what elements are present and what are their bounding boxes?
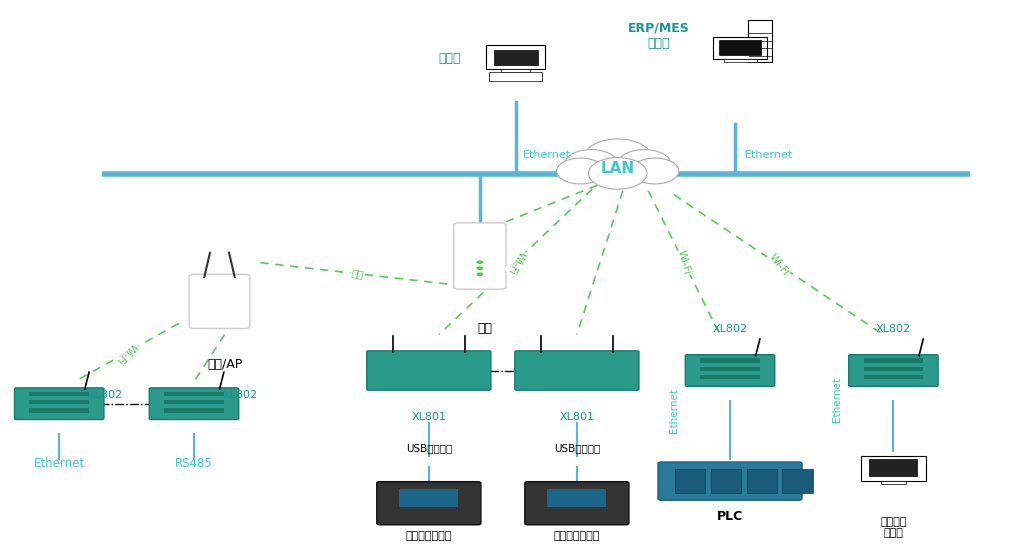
Text: Wi-Fi: Wi-Fi <box>505 248 526 275</box>
FancyBboxPatch shape <box>453 223 506 289</box>
Bar <box>164 408 224 413</box>
Text: 网桥: 网桥 <box>478 322 492 335</box>
Text: LAN: LAN <box>600 161 635 176</box>
Text: USB藤仓协议: USB藤仓协议 <box>405 443 452 453</box>
Text: PLC: PLC <box>717 510 743 523</box>
Bar <box>399 489 458 507</box>
Text: ERP/MES
服务器: ERP/MES 服务器 <box>628 22 689 50</box>
Circle shape <box>477 273 483 276</box>
Circle shape <box>477 267 483 270</box>
FancyBboxPatch shape <box>525 482 629 525</box>
FancyBboxPatch shape <box>367 351 491 390</box>
Bar <box>700 358 760 363</box>
Bar <box>30 408 89 413</box>
Circle shape <box>588 158 647 189</box>
Text: Ethernet: Ethernet <box>832 377 842 422</box>
Text: 桥接: 桥接 <box>350 268 364 280</box>
Text: 腾仓光纤熔接机: 腾仓光纤熔接机 <box>553 531 600 541</box>
Bar <box>861 456 925 481</box>
FancyBboxPatch shape <box>377 482 481 525</box>
Bar <box>714 36 768 59</box>
Bar <box>547 489 606 507</box>
Bar <box>724 59 757 62</box>
FancyBboxPatch shape <box>685 354 775 387</box>
Bar <box>746 469 777 493</box>
Bar <box>869 460 918 476</box>
Bar <box>864 375 923 379</box>
Text: XL801: XL801 <box>560 413 594 422</box>
Circle shape <box>618 150 671 179</box>
Bar <box>501 69 530 72</box>
Text: Ethernet: Ethernet <box>669 388 679 434</box>
Bar <box>864 367 923 371</box>
Text: USB藤仓协议: USB藤仓协议 <box>553 443 600 453</box>
Text: 腾仓光纤熔接机: 腾仓光纤熔接机 <box>405 531 452 541</box>
Text: XL802: XL802 <box>713 324 747 334</box>
Text: XL802: XL802 <box>88 390 123 400</box>
Bar <box>700 367 760 371</box>
FancyBboxPatch shape <box>515 351 639 390</box>
Text: 网桥/AP: 网桥/AP <box>207 358 242 371</box>
Text: Ethernet: Ethernet <box>523 150 571 160</box>
Bar <box>747 20 772 62</box>
FancyBboxPatch shape <box>149 388 239 420</box>
Bar <box>30 400 89 404</box>
Bar <box>489 72 542 81</box>
Bar <box>675 469 706 493</box>
Bar <box>864 358 923 363</box>
Text: XL802: XL802 <box>876 324 911 334</box>
Text: Ethernet: Ethernet <box>745 150 793 160</box>
Text: Wi-Fi: Wi-Fi <box>676 249 692 276</box>
Bar <box>493 50 538 65</box>
Text: Wi-Fi: Wi-Fi <box>114 340 139 365</box>
FancyBboxPatch shape <box>848 354 938 387</box>
Bar <box>30 392 89 396</box>
Bar <box>700 375 760 379</box>
Bar <box>164 392 224 396</box>
Text: 操作站: 操作站 <box>438 51 460 65</box>
Bar <box>782 469 813 493</box>
Bar <box>486 45 545 69</box>
Circle shape <box>584 139 651 175</box>
Circle shape <box>477 260 483 264</box>
Text: 机器控制
计算机: 机器控制 计算机 <box>880 517 907 539</box>
Bar <box>880 481 907 483</box>
Circle shape <box>631 158 679 184</box>
Bar <box>164 400 224 404</box>
Circle shape <box>565 150 618 179</box>
FancyBboxPatch shape <box>14 388 104 420</box>
Text: Ethernet: Ethernet <box>34 457 85 470</box>
FancyBboxPatch shape <box>189 274 250 328</box>
Bar <box>711 469 741 493</box>
Circle shape <box>556 158 604 184</box>
Text: XL801: XL801 <box>411 413 446 422</box>
FancyBboxPatch shape <box>658 462 803 500</box>
Text: XL802: XL802 <box>223 390 257 400</box>
Text: RS485: RS485 <box>176 457 212 470</box>
Text: Wi-Fi: Wi-Fi <box>767 252 790 278</box>
Bar <box>720 40 762 55</box>
